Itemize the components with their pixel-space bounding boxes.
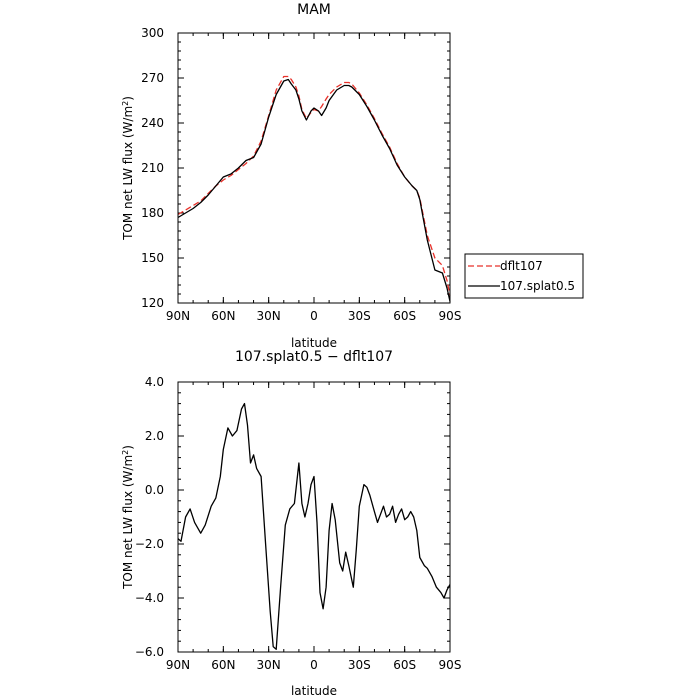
legend-label-107-splat0-5: 107.splat0.5 — [500, 279, 575, 293]
series-line-107-splat0-5 — [177, 78, 451, 302]
x-tick-label: 90N — [166, 658, 190, 672]
y-tick-label: 4.0 — [145, 375, 164, 389]
y-axis-label-superscript: 2 — [121, 101, 130, 106]
y-axis-label-base: TOM net LW flux (W/m — [121, 455, 135, 590]
x-axis-label: latitude — [291, 336, 337, 350]
y-axis-label-superscript: 2 — [121, 450, 130, 455]
x-tick-label: 90N — [166, 309, 190, 323]
legend: dflt107 107.splat0.5 — [464, 253, 584, 299]
y-tick-label: 180 — [141, 206, 164, 220]
x-axis-label: latitude — [291, 684, 337, 698]
x-tick-label: 60N — [211, 658, 235, 672]
x-tick-label: 0 — [310, 309, 318, 323]
y-axis-label: TOM net LW flux (W/m2) — [121, 445, 136, 590]
x-tick-label: 30S — [348, 658, 371, 672]
bottom-panel: 107.splat0.5 − dflt107 latitude TOM net … — [121, 349, 462, 698]
x-tick-label: 60S — [393, 309, 416, 323]
y-tick-label: 2.0 — [145, 429, 164, 443]
y-axis-label-base: TOM net LW flux (W/m — [121, 106, 135, 241]
x-tick-label: 0 — [310, 658, 318, 672]
y-tick-label: 240 — [141, 116, 164, 130]
legend-label-dflt107: dflt107 — [500, 259, 543, 273]
y-axis-label-end: ) — [121, 445, 135, 450]
y-tick-label: −4.0 — [135, 591, 164, 605]
plot-frame — [177, 32, 451, 304]
chart-title: MAM — [297, 2, 331, 18]
y-tick-label: −6.0 — [135, 645, 164, 659]
y-axis-label: TOM net LW flux (W/m2) — [121, 96, 136, 241]
x-tick-label: 30N — [257, 309, 281, 323]
y-tick-label: 150 — [141, 251, 164, 265]
difference-title: 107.splat0.5 − dflt107 — [235, 349, 393, 365]
x-tick-label: 90S — [439, 309, 462, 323]
series-line-difference — [177, 402, 451, 650]
x-tick-label: 30S — [348, 309, 371, 323]
legend-box — [464, 253, 584, 299]
y-tick-label: 0.0 — [145, 483, 164, 497]
y-tick-label: 270 — [141, 71, 164, 85]
x-tick-label: 60N — [211, 309, 235, 323]
x-tick-label: 90S — [439, 658, 462, 672]
x-tick-label: 30N — [257, 658, 281, 672]
y-tick-label: 210 — [141, 161, 164, 175]
series-line-dflt107 — [177, 75, 451, 296]
y-tick-label: −2.0 — [135, 537, 164, 551]
top-panel: MAM latitude TOM net LW flux (W/m2) 120 1… — [121, 2, 584, 350]
y-axis-label-end: ) — [121, 96, 135, 101]
y-tick-label: 120 — [141, 296, 164, 310]
y-tick-label: 300 — [141, 26, 164, 40]
plot-frame — [177, 381, 451, 653]
x-tick-label: 60S — [393, 658, 416, 672]
